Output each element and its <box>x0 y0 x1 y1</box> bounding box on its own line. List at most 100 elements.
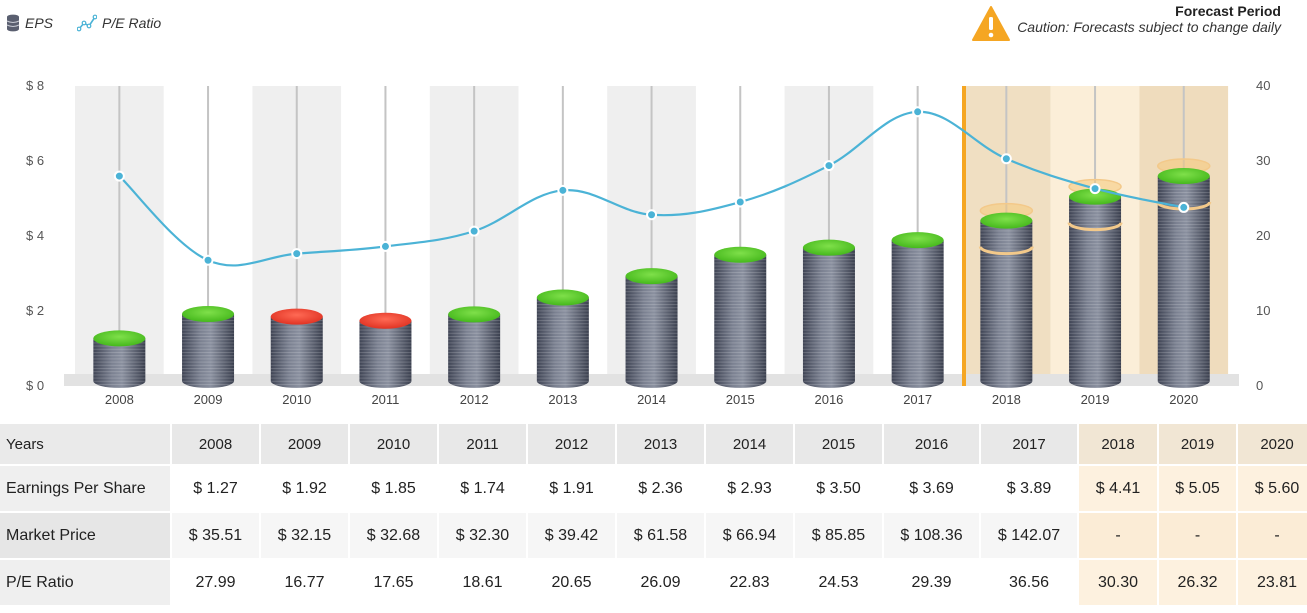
table-cell: $ 5.60 <box>1237 465 1307 513</box>
pe-point-2010[interactable] <box>291 248 303 260</box>
x-tick-label-2010: 2010 <box>282 392 311 407</box>
eps-bar-2013 <box>536 86 589 388</box>
forecast-title: Forecast Period <box>1175 3 1281 19</box>
table-year-header: 2013 <box>616 424 706 466</box>
table-cell: $ 142.07 <box>980 512 1079 560</box>
table-cell: 36.56 <box>980 559 1079 607</box>
table-cell: $ 108.36 <box>883 512 981 560</box>
warning-icon <box>972 6 1011 41</box>
y-right-tick-label: 10 <box>1256 303 1270 318</box>
table-cell: 20.65 <box>527 559 617 607</box>
pe-point-2012[interactable] <box>468 225 480 237</box>
eps-forecast-band-2019 <box>1067 222 1123 232</box>
table-cell: $ 32.68 <box>349 512 439 560</box>
y-left-tick-label: $ 8 <box>26 78 44 93</box>
table-year-header: 2018 <box>1078 424 1159 466</box>
x-tick-label-2009: 2009 <box>194 392 223 407</box>
legend-eps-label: EPS <box>25 15 54 31</box>
eps-bar-2020 <box>1156 86 1212 388</box>
table-year-header: 2010 <box>349 424 439 466</box>
table-row: Market Price $ 35.51 $ 32.15 $ 32.68 $ 32.30… <box>0 512 1307 560</box>
eps-bar-2008 <box>93 86 146 388</box>
table-cell: $ 3.69 <box>883 465 981 513</box>
table-cell: $ 1.85 <box>349 465 439 513</box>
table-cell: 17.65 <box>349 559 439 607</box>
table-year-header: 2011 <box>438 424 528 466</box>
y-right-tick-label: 0 <box>1256 378 1263 393</box>
table-cell: $ 2.93 <box>705 465 795 513</box>
x-tick-label-2014: 2014 <box>637 392 666 407</box>
table-cell: $ 2.36 <box>616 465 706 513</box>
table-cell: $ 39.42 <box>527 512 617 560</box>
pe-point-2020[interactable] <box>1178 201 1190 213</box>
chart-legend: EPS P/E Ratio <box>6 14 185 32</box>
table-row-label: Market Price <box>0 512 172 560</box>
y-right-tick-label: 40 <box>1256 78 1270 93</box>
table-cell: $ 66.94 <box>705 512 795 560</box>
table-cell: $ 3.89 <box>980 465 1079 513</box>
table-cell: $ 1.27 <box>171 465 261 513</box>
x-tick-label-2012: 2012 <box>460 392 489 407</box>
eps-coin-lines-2019 <box>1069 196 1122 388</box>
table-cell: $ 1.74 <box>438 465 528 513</box>
legend-pe-label: P/E Ratio <box>102 15 162 31</box>
eps-bar-2016 <box>802 86 855 388</box>
pe-point-2009[interactable] <box>202 254 214 266</box>
legend-item-pe-ratio[interactable]: P/E Ratio <box>77 14 161 32</box>
eps-cap-2015 <box>714 246 767 263</box>
table-cell: 22.83 <box>705 559 795 607</box>
eps-bar-2014 <box>625 86 678 388</box>
pe-point-2017[interactable] <box>912 106 924 118</box>
pe-point-2014[interactable] <box>646 209 658 221</box>
table-cell: 26.09 <box>616 559 706 607</box>
table-year-header: 2008 <box>171 424 261 466</box>
pe-point-2018[interactable] <box>1000 153 1012 165</box>
eps-cap-2012 <box>448 306 501 323</box>
table-cell: $ 3.50 <box>794 465 884 513</box>
eps-cap-2011 <box>359 312 412 329</box>
legend-item-eps[interactable]: EPS <box>6 14 53 32</box>
table-header-label: Years <box>0 424 172 466</box>
table-cell: - <box>1078 512 1159 560</box>
eps-cap-2016 <box>802 239 855 256</box>
financial-data-table: Years 2008 2009 2010 2011 2012 2013 2014 2015 201… <box>0 424 1307 607</box>
pe-point-2016[interactable] <box>823 160 835 172</box>
forecast-caution: Caution: Forecasts subject to change dai… <box>1017 19 1281 35</box>
table-cell: 23.81 <box>1237 559 1307 607</box>
table-year-header: 2014 <box>705 424 795 466</box>
eps-cap-2010 <box>270 308 323 325</box>
table-year-header: 2009 <box>260 424 350 466</box>
table-cell: $ 4.41 <box>1078 465 1159 513</box>
table-cell: 26.32 <box>1158 559 1238 607</box>
table-row: P/E Ratio 27.99 16.77 17.65 18.61 20.65 26.09 2… <box>0 559 1307 607</box>
eps-cap-2017 <box>891 232 944 249</box>
pe-point-2019[interactable] <box>1089 183 1101 195</box>
table-cell: $ 32.30 <box>438 512 528 560</box>
pe-point-2013[interactable] <box>557 184 569 196</box>
eps-forecast-band-2018 <box>978 246 1034 256</box>
table-year-header: 2012 <box>527 424 617 466</box>
table-cell: $ 5.05 <box>1158 465 1238 513</box>
table-row: Earnings Per Share $ 1.27 $ 1.92 $ 1.85 $ 1.… <box>0 465 1307 513</box>
pe-point-2008[interactable] <box>113 170 125 182</box>
eps-coin-lines-2008 <box>93 338 146 388</box>
table-cell: 27.99 <box>171 559 261 607</box>
table-year-header: 2019 <box>1158 424 1238 466</box>
eps-cap-2013 <box>536 289 589 306</box>
eps-bar-2019 <box>1067 86 1123 388</box>
table-cell: 24.53 <box>794 559 884 607</box>
eps-bar-2018 <box>978 86 1034 388</box>
table-cell: - <box>1237 512 1307 560</box>
table-year-header: 2017 <box>980 424 1079 466</box>
x-tick-label-2016: 2016 <box>814 392 843 407</box>
eps-bar-2009 <box>182 86 235 388</box>
x-tick-label-2018: 2018 <box>992 392 1021 407</box>
eps-cap-2018 <box>980 212 1033 229</box>
pe-point-2015[interactable] <box>734 196 746 208</box>
pe-point-2011[interactable] <box>379 240 391 252</box>
y-left-tick-label: $ 4 <box>26 228 44 243</box>
table-row-label: P/E Ratio <box>0 559 172 607</box>
eps-bar-2015 <box>714 86 767 388</box>
eps-coin-lines-2014 <box>625 276 678 388</box>
x-tick-label-2008: 2008 <box>105 392 134 407</box>
